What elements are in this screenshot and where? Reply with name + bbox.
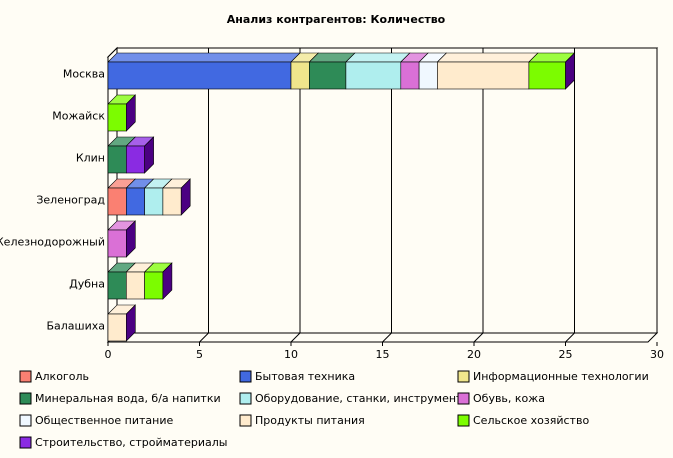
x-tick-label: 10 bbox=[284, 348, 298, 361]
x-tick-label: 30 bbox=[650, 348, 664, 361]
legend-label: Общественное питание bbox=[35, 414, 173, 427]
legend-label: Сельское хозяйство bbox=[473, 414, 589, 427]
legend-item: Бытовая техника bbox=[239, 370, 355, 383]
bar-front-face bbox=[308, 61, 347, 90]
category-label: Клин bbox=[76, 152, 105, 165]
legend-label: Обувь, кожа bbox=[473, 392, 545, 405]
grid-line-floor bbox=[565, 332, 575, 343]
bar-front-face bbox=[107, 145, 127, 174]
x-tick-label: 25 bbox=[559, 348, 573, 361]
bar-front-face bbox=[162, 187, 182, 216]
grid-line-floor bbox=[473, 332, 484, 343]
bar-front-face bbox=[126, 187, 145, 216]
x-tick-label: 20 bbox=[467, 348, 481, 361]
x-tick-labels: 0 5 10 15 20 25 30 bbox=[105, 348, 665, 361]
legend-item: Информационные технологии bbox=[457, 370, 649, 383]
legend-label: Информационные технологии bbox=[473, 370, 649, 383]
bar-segment bbox=[125, 136, 155, 174]
plot-back-wall bbox=[116, 47, 658, 334]
x-tick-label: 0 bbox=[105, 348, 112, 361]
grid-line-floor bbox=[382, 332, 392, 343]
bar-front-face bbox=[144, 271, 164, 300]
x-tick-label: 15 bbox=[376, 348, 390, 361]
bar-segment bbox=[345, 52, 411, 90]
legend-label: Алкоголь bbox=[35, 370, 89, 383]
legend-swatch bbox=[457, 370, 470, 383]
bar-end-face bbox=[126, 220, 136, 258]
legend-swatch bbox=[19, 414, 32, 427]
x-tick-label: 5 bbox=[196, 348, 203, 361]
legend-swatch bbox=[457, 414, 470, 427]
category-labels: Москва Можайск Клин Зеленоград Железнодорожн… bbox=[0, 68, 105, 333]
bar-end-face bbox=[162, 262, 173, 300]
bar-end-face bbox=[126, 94, 136, 132]
bar-front-face bbox=[144, 187, 164, 216]
bar-segment bbox=[308, 52, 356, 90]
bar-front-face bbox=[107, 229, 127, 258]
bar-front-face bbox=[437, 61, 530, 90]
legend-label: Оборудование, станки, инструмент bbox=[255, 392, 463, 405]
bar-segment bbox=[107, 52, 301, 90]
bar-front-face bbox=[400, 61, 420, 90]
legend-swatch bbox=[19, 392, 32, 405]
bar-front-face bbox=[126, 145, 145, 174]
bar-end-face bbox=[126, 304, 136, 342]
legend-swatch bbox=[239, 414, 252, 427]
category-label: Балашиха bbox=[46, 320, 105, 333]
bar-segment bbox=[436, 52, 539, 90]
bar-front-face bbox=[107, 313, 127, 342]
legend-label: Бытовая техника bbox=[255, 370, 355, 383]
category-label: Зеленоград bbox=[36, 194, 105, 207]
legend-swatch bbox=[19, 436, 32, 449]
bars bbox=[107, 52, 576, 342]
category-label: Железнодорожный bbox=[0, 236, 105, 249]
bar-end-face bbox=[144, 136, 154, 174]
legend-label: Минеральная вода, б/а напитки bbox=[35, 392, 221, 405]
bar-front-face bbox=[107, 61, 292, 90]
legend-label: Строительство, стройматериалы bbox=[35, 436, 227, 449]
category-label: Дубна bbox=[69, 278, 105, 291]
legend-item: Оборудование, станки, инструмент bbox=[239, 392, 463, 405]
chart-title: Анализ контрагентов: Количество bbox=[227, 13, 446, 26]
bar-front-face bbox=[528, 61, 566, 90]
legend-item: Алкоголь bbox=[19, 370, 89, 383]
legend-item: Продукты питания bbox=[239, 414, 365, 427]
legend-swatch bbox=[239, 392, 252, 405]
legend-swatch bbox=[239, 370, 252, 383]
legend-item: Сельское хозяйство bbox=[457, 414, 589, 427]
bar-front-face bbox=[418, 61, 438, 90]
bar-front-face bbox=[107, 271, 127, 300]
bar-end-face bbox=[565, 52, 575, 90]
legend-item: Минеральная вода, б/а напитки bbox=[19, 392, 221, 405]
bar-top-face bbox=[436, 52, 539, 63]
bar-front-face bbox=[345, 61, 402, 90]
category-label: Москва bbox=[63, 68, 105, 81]
bar-top-face bbox=[345, 52, 411, 63]
grid-line-floor bbox=[199, 332, 209, 343]
plot-floor bbox=[106, 332, 659, 343]
bar-top-face bbox=[107, 52, 301, 63]
bar-front-face bbox=[107, 187, 127, 216]
legend-label: Продукты питания bbox=[255, 414, 365, 427]
bar-front-face bbox=[126, 271, 145, 300]
legend-swatch bbox=[457, 392, 470, 405]
legend-item: Обувь, кожа bbox=[457, 392, 545, 405]
bar-front-face bbox=[290, 61, 310, 90]
bar-segment bbox=[528, 52, 576, 90]
legend-item: Строительство, стройматериалы bbox=[19, 436, 227, 449]
legend-item: Общественное питание bbox=[19, 414, 173, 427]
bar-front-face bbox=[107, 103, 127, 132]
grid-line-floor bbox=[290, 332, 301, 343]
legend-swatch bbox=[19, 370, 32, 383]
bar-end-face bbox=[180, 178, 191, 216]
legend: Алкоголь Бытовая техника Информационные те… bbox=[19, 370, 649, 449]
category-label: Можайск bbox=[52, 110, 105, 123]
